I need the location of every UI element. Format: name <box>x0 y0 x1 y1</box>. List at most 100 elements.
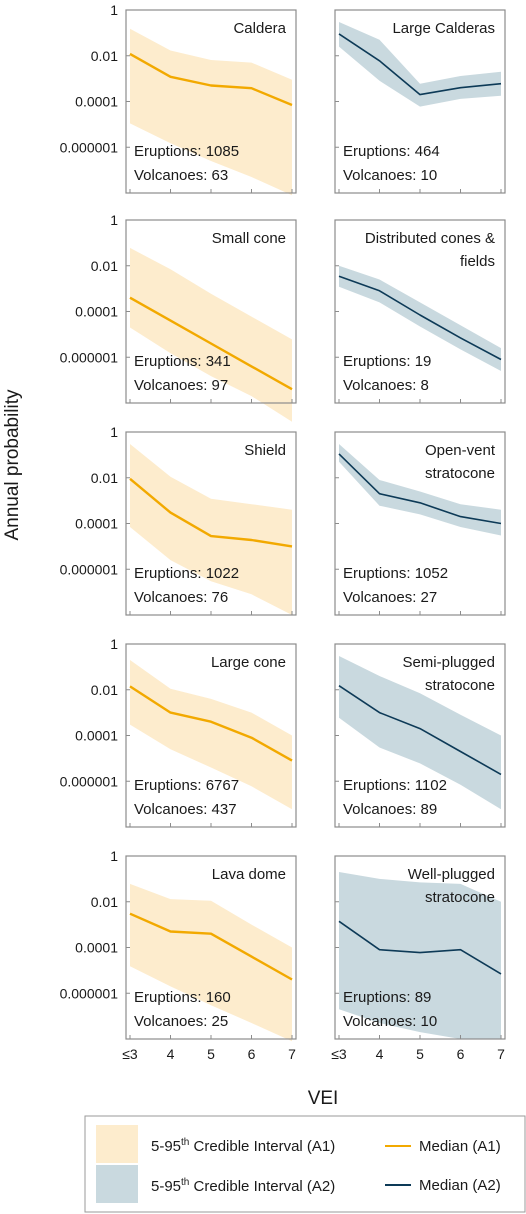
x-tick-label: ≤3 <box>122 1046 138 1062</box>
y-tick-label: 0.0001 <box>75 94 118 110</box>
y-axis-label: Annual probability <box>2 389 23 541</box>
y-tick-label: 0.01 <box>91 470 118 486</box>
panel-title: stratocone <box>425 465 495 482</box>
eruptions-count: Eruptions: 6767 <box>134 777 239 794</box>
y-tick-label: 0.01 <box>91 682 118 698</box>
volcanoes-count: Volcanoes: 25 <box>134 1013 228 1030</box>
panel-well-plugged-stratocone: ≤3 4 5 6 7 Well-plugged stratocone Eruptions: 8… <box>331 855 506 1062</box>
x-tick-label: 6 <box>457 1046 465 1062</box>
y-tick-label: 0.0001 <box>75 728 118 744</box>
panel-distributed-cones-fields: Distributed cones & fields Eruptions: 19 Vo… <box>334 219 506 404</box>
y-tick-label: 0.000001 <box>60 561 119 577</box>
volcanoes-count: Volcanoes: 97 <box>134 377 228 394</box>
credible-interval-band <box>339 265 501 371</box>
eruptions-count: Eruptions: 1085 <box>134 143 239 160</box>
y-tick-label: 0.000001 <box>60 773 119 789</box>
panel-grid: 1 0.01 0.0001 0.000001 Caldera Eruptions: 108… <box>60 2 506 1062</box>
volcanoes-count: Volcanoes: 10 <box>343 1013 437 1030</box>
y-tick-label: 0.0001 <box>75 940 118 956</box>
y-tick-label: 0.000001 <box>60 139 119 155</box>
y-tick-label: 0.0001 <box>75 304 118 320</box>
x-tick-label: 4 <box>167 1046 175 1062</box>
panel-shield: 1 0.01 0.0001 0.000001 Shield Eruptions: 1022… <box>60 424 297 616</box>
x-tick-label: 7 <box>288 1046 296 1062</box>
median-line <box>129 296 293 391</box>
median-line <box>338 33 502 96</box>
eruptions-count: Eruptions: 1052 <box>343 565 448 582</box>
y-tick-label: 0.000001 <box>60 349 119 365</box>
x-tick-label: 5 <box>416 1046 424 1062</box>
legend-swatch-band-a1 <box>96 1125 138 1163</box>
x-tick-label: ≤3 <box>331 1046 347 1062</box>
eruptions-count: Eruptions: 89 <box>343 989 431 1006</box>
volcanoes-count: Volcanoes: 63 <box>134 167 228 184</box>
y-tick-label: 0.01 <box>91 48 118 64</box>
panel-title: stratocone <box>425 889 495 906</box>
median-line <box>338 685 502 776</box>
panel-title: Open-vent <box>425 442 496 459</box>
credible-interval-band <box>130 247 292 422</box>
legend: 5-95th Credible Interval (A1) Median (A1)… <box>84 1115 526 1213</box>
median-line <box>338 920 502 975</box>
y-tick-label: 1 <box>110 636 118 652</box>
panel-title: Lava dome <box>212 866 286 883</box>
y-tick-label: 0.01 <box>91 894 118 910</box>
credible-interval-band <box>130 660 292 810</box>
y-tick-label: 1 <box>110 212 118 228</box>
legend-label-band-a1: 5-95th Credible Interval (A1) <box>151 1137 335 1155</box>
panel-large-calderas: Large Calderas Eruptions: 464 Volcanoes: 1… <box>334 9 506 194</box>
volcanoes-count: Volcanoes: 437 <box>134 801 237 818</box>
legend-frame <box>84 1115 526 1213</box>
eruptions-count: Eruptions: 341 <box>134 353 231 370</box>
y-tick-label: 1 <box>110 424 118 440</box>
y-tick-label: 1 <box>110 848 118 864</box>
credible-interval-band <box>339 872 501 1039</box>
panel-title: Large cone <box>211 654 286 671</box>
x-tick-label: 5 <box>207 1046 215 1062</box>
panel-open-vent-stratocone: Open-vent stratocone Eruptions: 1052 Volcan… <box>334 431 506 616</box>
panel-caldera: 1 0.01 0.0001 0.000001 Caldera Eruptions: 108… <box>60 2 297 196</box>
x-axis-label: VEI <box>308 1088 339 1109</box>
credible-interval-band <box>339 444 501 536</box>
panel-title: Shield <box>244 442 286 459</box>
panel-title: fields <box>460 253 495 270</box>
legend-label-band-a2: 5-95th Credible Interval (A2) <box>151 1177 335 1195</box>
y-tick-label: 0.000001 <box>60 985 119 1001</box>
legend-label-line-a2: Median (A2) <box>419 1177 501 1194</box>
volcanoes-count: Volcanoes: 89 <box>343 801 437 818</box>
panel-title: Caldera <box>233 20 286 37</box>
median-line <box>129 912 293 981</box>
volcanoes-count: Volcanoes: 27 <box>343 589 437 606</box>
volcanoes-count: Volcanoes: 8 <box>343 377 429 394</box>
panel-title: Semi-plugged <box>402 654 495 671</box>
x-tick-label: 4 <box>376 1046 384 1062</box>
panel-large-cone: 1 0.01 0.0001 0.000001 Large cone Eruptions: … <box>60 636 297 828</box>
panel-title: stratocone <box>425 677 495 694</box>
panel-small-cone: 1 0.01 0.0001 0.000001 Small cone Eruptions: … <box>60 212 297 422</box>
median-line <box>338 453 502 525</box>
panel-lava-dome: 1 0.01 0.0001 0.000001 ≤3 4 5 6 7 Lava dome Erupti… <box>60 848 297 1062</box>
volcanoes-count: Volcanoes: 76 <box>134 589 228 606</box>
y-tick-label: 0.0001 <box>75 516 118 532</box>
median-line <box>129 685 293 762</box>
median-line <box>129 52 293 107</box>
median-line <box>129 477 293 548</box>
y-tick-label: 0.01 <box>91 258 118 274</box>
panel-title: Small cone <box>212 230 286 247</box>
y-tick-label: 1 <box>110 2 118 18</box>
x-tick-label: 7 <box>497 1046 505 1062</box>
legend-label-line-a1: Median (A1) <box>419 1138 501 1155</box>
eruptions-count: Eruptions: 464 <box>343 143 440 160</box>
credible-interval-band <box>130 28 292 196</box>
panel-title: Well-plugged <box>408 866 495 883</box>
legend-swatch-band-a2 <box>96 1165 138 1203</box>
credible-interval-band <box>130 444 292 615</box>
credible-interval-band <box>130 883 292 1042</box>
eruptions-count: Eruptions: 19 <box>343 353 431 370</box>
eruptions-count: Eruptions: 1022 <box>134 565 239 582</box>
median-line <box>338 275 502 361</box>
credible-interval-band <box>339 22 501 107</box>
eruptions-count: Eruptions: 1102 <box>343 777 447 794</box>
credible-interval-band <box>339 656 501 810</box>
